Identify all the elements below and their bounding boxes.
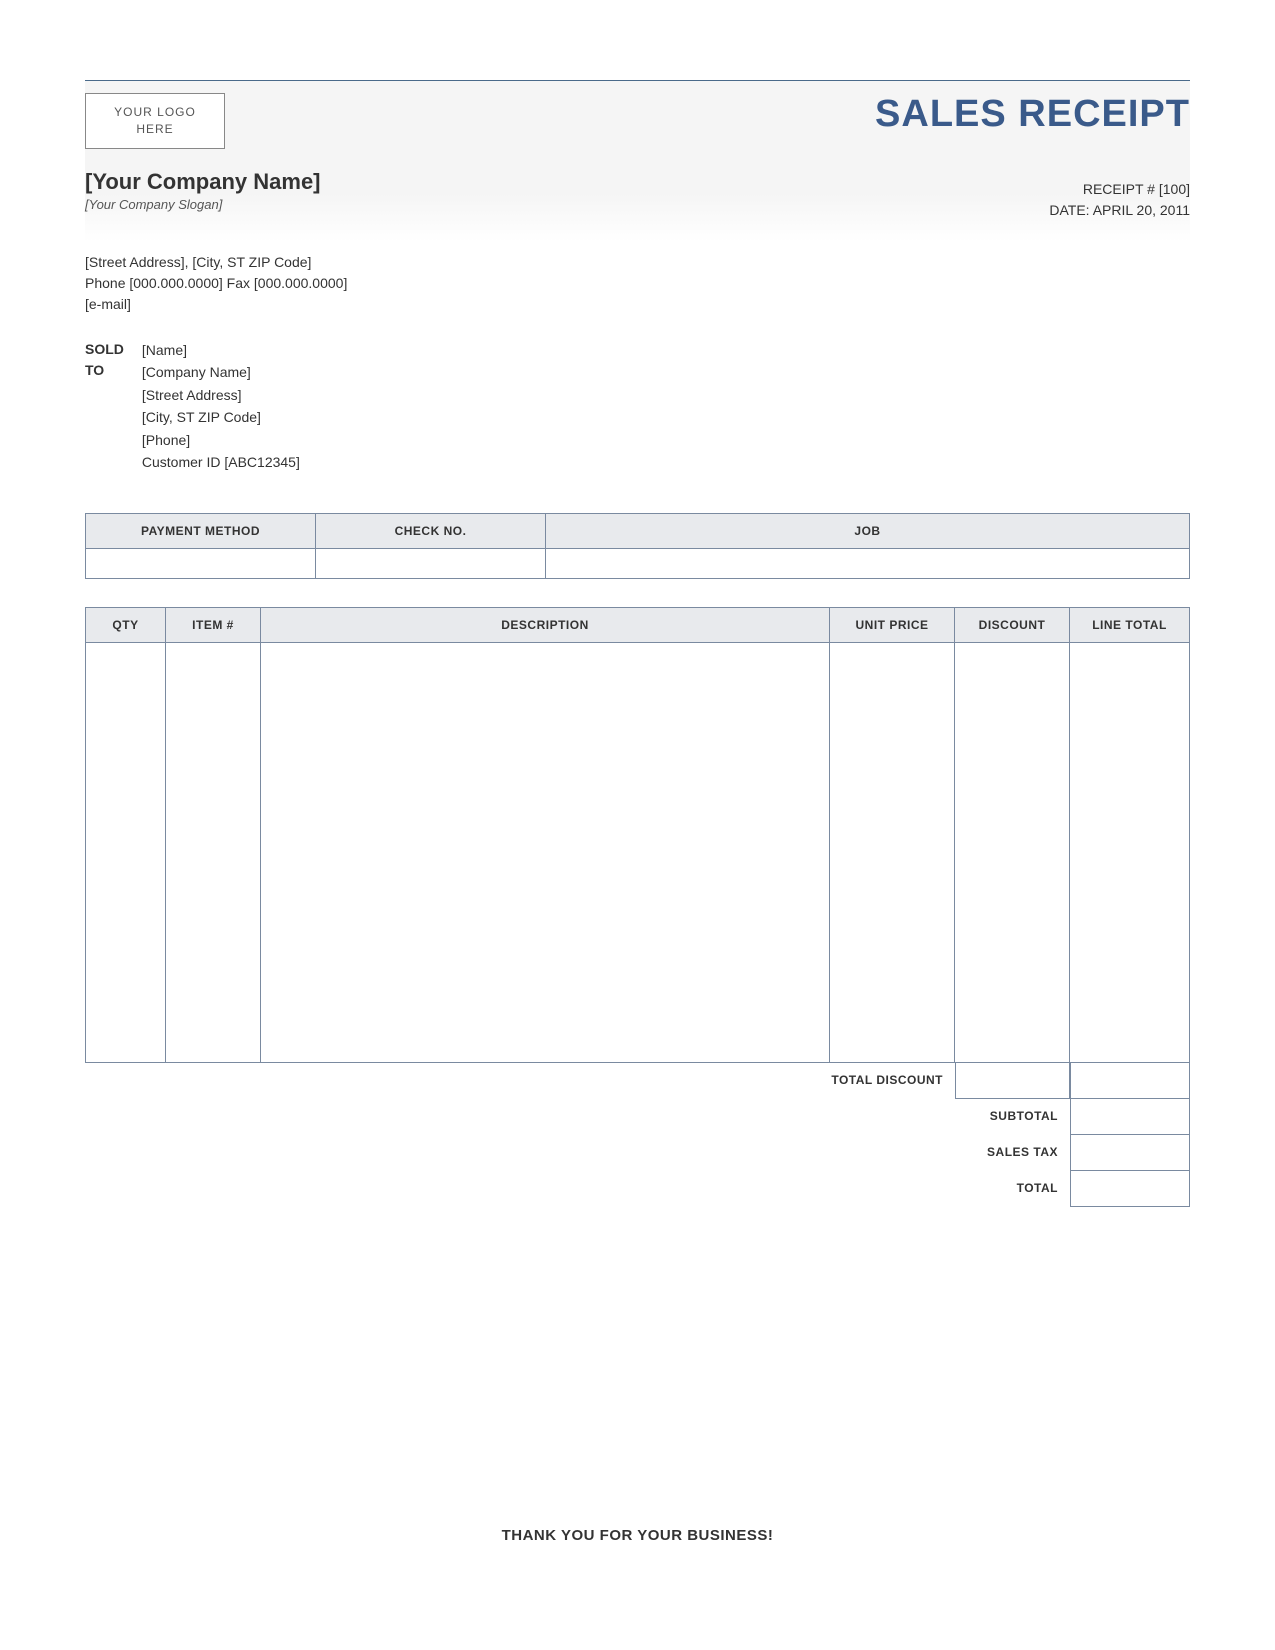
payment-col-method: PAYMENT METHOD: [86, 514, 316, 549]
sold-to-phone: [Phone]: [142, 429, 300, 451]
logo-text: YOUR LOGO HERE: [114, 104, 196, 138]
items-total-cell[interactable]: [1070, 643, 1190, 1063]
receipt-meta: RECEIPT # [100] DATE: APRIL 20, 2011: [1049, 179, 1190, 221]
company-name: [Your Company Name]: [85, 169, 1190, 195]
payment-table: PAYMENT METHOD CHECK NO. JOB: [85, 513, 1190, 579]
items-table: QTY ITEM # DESCRIPTION UNIT PRICE DISCOU…: [85, 607, 1190, 1063]
total-discount-value-cell[interactable]: [1070, 1063, 1190, 1099]
items-disc-cell[interactable]: [955, 643, 1070, 1063]
total-label: TOTAL: [1005, 1171, 1070, 1207]
address-line-1: [Street Address], [City, ST ZIP Code]: [85, 252, 1190, 273]
sold-to-body: [Name] [Company Name] [Street Address] […: [142, 339, 300, 473]
payment-col-check: CHECK NO.: [316, 514, 546, 549]
total-row: TOTAL: [85, 1171, 1190, 1207]
items-col-qty: QTY: [86, 608, 166, 643]
items-col-discount: DISCOUNT: [955, 608, 1070, 643]
total-discount-label: TOTAL DISCOUNT: [819, 1063, 955, 1099]
sales-tax-label: SALES TAX: [975, 1135, 1070, 1171]
subtotal-value-cell[interactable]: [1070, 1099, 1190, 1135]
sold-to-label-2: TO: [85, 360, 124, 381]
sold-to-label-1: SOLD: [85, 339, 124, 360]
logo-placeholder: YOUR LOGO HERE: [85, 93, 225, 149]
payment-method-cell[interactable]: [86, 549, 316, 579]
sales-tax-value-cell[interactable]: [1070, 1135, 1190, 1171]
subtotal-row: SUBTOTAL: [85, 1099, 1190, 1135]
check-no-cell[interactable]: [316, 549, 546, 579]
items-qty-cell[interactable]: [86, 643, 166, 1063]
receipt-label: RECEIPT #: [1083, 181, 1155, 197]
receipt-page: YOUR LOGO HERE SALES RECEIPT [Your Compa…: [85, 80, 1190, 1544]
sold-to-street: [Street Address]: [142, 384, 300, 406]
address-line-3: [e-mail]: [85, 294, 1190, 315]
items-unit-cell[interactable]: [830, 643, 955, 1063]
items-body-row: [86, 643, 1190, 1063]
total-discount-discount-cell[interactable]: [955, 1063, 1070, 1099]
header-band: YOUR LOGO HERE SALES RECEIPT [Your Compa…: [85, 81, 1190, 242]
payment-col-job: JOB: [546, 514, 1190, 549]
total-discount-row: TOTAL DISCOUNT: [85, 1063, 1190, 1099]
items-col-item: ITEM #: [166, 608, 261, 643]
total-value-cell[interactable]: [1070, 1171, 1190, 1207]
receipt-date-line: DATE: APRIL 20, 2011: [1049, 200, 1190, 221]
company-slogan: [Your Company Slogan]: [85, 197, 1190, 212]
sold-to-customer-id: Customer ID [ABC12345]: [142, 451, 300, 473]
totals-section: TOTAL DISCOUNT SUBTOTAL SALES TAX TOTAL: [85, 1063, 1190, 1207]
sold-to-block: SOLD TO [Name] [Company Name] [Street Ad…: [85, 339, 1190, 473]
items-desc-cell[interactable]: [261, 643, 830, 1063]
document-title: SALES RECEIPT: [875, 93, 1190, 136]
items-item-cell[interactable]: [166, 643, 261, 1063]
sold-to-city: [City, ST ZIP Code]: [142, 406, 300, 428]
subtotal-label: SUBTOTAL: [978, 1099, 1070, 1135]
job-cell[interactable]: [546, 549, 1190, 579]
payment-row: [86, 549, 1190, 579]
sold-to-name: [Name]: [142, 339, 300, 361]
thank-you-message: THANK YOU FOR YOUR BUSINESS!: [85, 1527, 1190, 1544]
items-col-description: DESCRIPTION: [261, 608, 830, 643]
company-address: [Street Address], [City, ST ZIP Code] Ph…: [85, 252, 1190, 315]
sold-to-company: [Company Name]: [142, 361, 300, 383]
date-label: DATE:: [1049, 202, 1089, 218]
address-line-2: Phone [000.000.0000] Fax [000.000.0000]: [85, 273, 1190, 294]
receipt-number: [100]: [1159, 181, 1190, 197]
sales-tax-row: SALES TAX: [85, 1135, 1190, 1171]
items-col-line-total: LINE TOTAL: [1070, 608, 1190, 643]
items-col-unit-price: UNIT PRICE: [830, 608, 955, 643]
date-value: APRIL 20, 2011: [1093, 202, 1190, 218]
sold-to-label: SOLD TO: [85, 339, 124, 473]
receipt-number-line: RECEIPT # [100]: [1049, 179, 1190, 200]
